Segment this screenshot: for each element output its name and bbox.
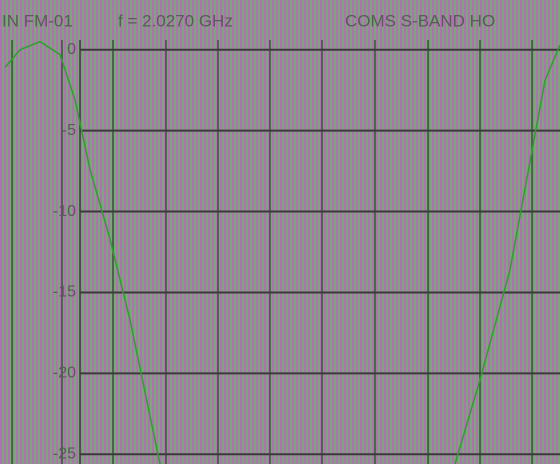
y-tick-label: -10: [53, 203, 76, 220]
y-tick-label: -20: [53, 365, 76, 382]
chart-title: f = 2.0270 GHz: [118, 11, 233, 30]
y-tick-label: -5: [62, 122, 76, 139]
y-tick-label: -15: [53, 284, 76, 301]
chart-title: IN FM-01: [2, 11, 73, 30]
y-tick-label: 0: [67, 41, 76, 58]
y-tick-label: -25: [53, 446, 76, 463]
line: [454, 44, 560, 464]
line: [4, 40, 161, 464]
chart-title: COMS S-BAND HO: [345, 11, 495, 30]
